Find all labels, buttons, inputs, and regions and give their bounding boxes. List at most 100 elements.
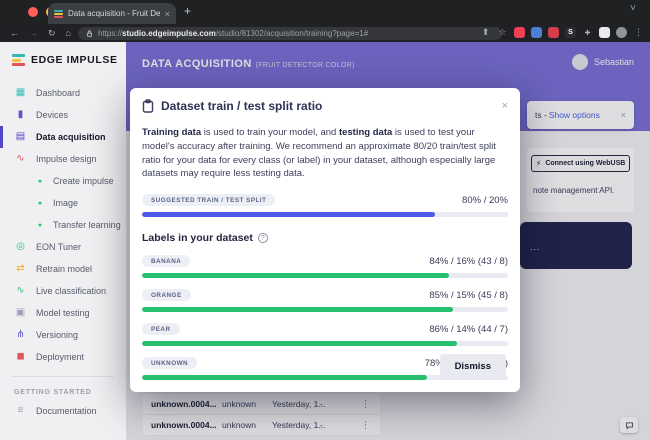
- label-split-bar: [142, 273, 508, 279]
- suggested-split-pill: SUGGESTED TRAIN / TEST SPLIT: [142, 194, 276, 207]
- label-pill: UNKNOWN: [142, 357, 198, 370]
- devices-icon: ▮: [17, 109, 24, 120]
- impulse-design-icon: ∿: [16, 153, 25, 164]
- sidebar-item-live-classification[interactable]: ∿ Live classification: [0, 280, 126, 302]
- green-dot-icon: ●: [37, 177, 43, 185]
- dismiss-button[interactable]: Dismiss: [439, 354, 506, 379]
- label-split-bar-fill: [142, 341, 457, 347]
- sidebar-item-impulse-design[interactable]: ∿ Impulse design: [0, 148, 126, 170]
- page-title: DATA ACQUISITION (FRUIT DETECTOR COLOR): [142, 58, 355, 70]
- help-question-icon[interactable]: ?: [257, 233, 268, 244]
- getting-started-section-label: GETTING STARTED: [14, 389, 92, 396]
- share-icon[interactable]: ⬆: [481, 27, 490, 37]
- modal-intro-text: Training data is used to train your mode…: [142, 127, 496, 180]
- sidebar-item-devices[interactable]: ▮ Devices: [0, 104, 126, 126]
- browser-menu-dots-icon[interactable]: ⋮: [634, 27, 643, 37]
- new-tab-button[interactable]: +: [184, 4, 192, 18]
- screenshot-extension-icon[interactable]: [531, 27, 542, 38]
- chevron-down-icon[interactable]: ˅: [630, 3, 636, 14]
- logo-text: EDGE IMPULSE: [31, 54, 118, 66]
- device-connect-card: ⚡ Connect using WebUSB note management A…: [527, 148, 634, 212]
- suggested-split-section: SUGGESTED TRAIN / TEST SPLIT 80% / 20%: [142, 194, 508, 218]
- home-icon[interactable]: ⌂: [65, 28, 71, 38]
- pocket-extension-icon[interactable]: [514, 27, 525, 38]
- api-text-fragment: note management API.: [533, 186, 615, 195]
- user-name: Sebastian: [593, 57, 634, 67]
- browser-profile-avatar[interactable]: [616, 27, 627, 38]
- sidebar-item-versioning[interactable]: ⋔ Versioning: [0, 324, 126, 346]
- label-split-value: 84% / 16% (43 / 8): [429, 255, 508, 267]
- suggested-split-bar: [142, 212, 508, 218]
- label-pill: ORANGE: [142, 289, 191, 302]
- tab-close-icon[interactable]: ×: [164, 8, 170, 19]
- notification-banner: ts - Show options ×: [527, 101, 634, 129]
- label-split-bar-fill: [142, 375, 428, 381]
- table-row[interactable]: unknown.0004... unknown Yesterday, 1... …: [143, 394, 380, 415]
- banner-text-fragment: ts -: [535, 110, 547, 120]
- sidebar-item-image[interactable]: ● Image: [37, 198, 79, 208]
- dashboard-icon: ▦: [15, 87, 26, 98]
- sidebar-item-dashboard[interactable]: ▦ Dashboard: [15, 87, 81, 99]
- address-bar[interactable]: https://studio.edgeimpulse.com/studio/81…: [78, 26, 502, 40]
- split-ratio-modal: Dataset train / test split ratio × Train…: [130, 88, 520, 392]
- label-split-bar-fill: [142, 307, 454, 313]
- extensions-puzzle-icon[interactable]: ✚: [584, 29, 591, 37]
- row-menu-dots-icon[interactable]: ⋮: [361, 419, 370, 430]
- sidebar-item-documentation[interactable]: ≡ Documentation: [0, 400, 126, 422]
- lock-icon: [86, 29, 93, 37]
- heart-extension-icon[interactable]: [548, 27, 559, 38]
- modal-close-icon[interactable]: ×: [501, 100, 508, 112]
- tab-title: Data acquisition - Fruit Detect: [68, 9, 160, 18]
- sidebar-item-retrain-model[interactable]: ⇄ Retrain model: [0, 258, 126, 280]
- terminal-card: ...: [520, 222, 632, 269]
- bookmark-star-icon[interactable]: ☆: [498, 27, 507, 37]
- modal-title: Dataset train / test split ratio: [161, 99, 323, 113]
- documentation-icon: ≡: [17, 405, 24, 416]
- sidepanel-icon[interactable]: [599, 27, 610, 38]
- labels-heading: Labels in your dataset ?: [142, 232, 508, 244]
- sidebar-item-model-testing[interactable]: ▣ Model testing: [15, 307, 90, 319]
- label-split-value: 85% / 15% (45 / 8): [429, 289, 508, 301]
- sidebar-item-create-impulse[interactable]: ● Create impulse: [37, 176, 114, 186]
- connect-webusb-button[interactable]: ⚡ Connect using WebUSB: [531, 155, 630, 172]
- label-split-banana: BANANA 84% / 16% (43 / 8): [142, 255, 508, 279]
- edge-impulse-logo[interactable]: EDGE IMPULSE: [0, 42, 126, 76]
- banner-close-icon[interactable]: ×: [620, 110, 626, 120]
- sidebar-item-eon-tuner[interactable]: ◎ EON Tuner: [0, 236, 126, 258]
- label-split-bar: [142, 341, 508, 347]
- sidebar-nav: ▦ Dashboard ▮ Devices ▤ Data acquisition…: [0, 82, 126, 422]
- label-split-orange: ORANGE 85% / 15% (45 / 8): [142, 289, 508, 313]
- browser-urlbar: ← → ↻ ⌂ https://studio.edgeimpulse.com/s…: [0, 24, 650, 42]
- table-row[interactable]: unknown.0004... unknown Yesterday, 1... …: [143, 415, 380, 436]
- browser-tabbar: Data acquisition - Fruit Detect × + ˅: [0, 0, 650, 24]
- back-icon[interactable]: ←: [10, 28, 19, 38]
- deployment-icon: ◼: [16, 351, 25, 362]
- modal-header: Dataset train / test split ratio ×: [142, 99, 508, 113]
- sidebar-item-transfer-learning[interactable]: ● Transfer learning: [37, 220, 121, 230]
- sidebar-item-deployment[interactable]: ◼ Deployment: [0, 346, 126, 368]
- edge-impulse-logo-icon: [12, 54, 25, 66]
- browser-tab[interactable]: Data acquisition - Fruit Detect ×: [48, 3, 176, 24]
- label-pill: BANANA: [142, 255, 191, 268]
- show-options-link[interactable]: Show options: [548, 110, 600, 120]
- forward-icon[interactable]: →: [29, 28, 38, 38]
- live-classification-icon: ∿: [16, 285, 25, 296]
- green-dot-icon: ●: [37, 199, 43, 207]
- label-split-pear: PEAR 86% / 14% (44 / 7): [142, 323, 508, 347]
- versioning-icon: ⋔: [16, 329, 25, 340]
- close-window-button[interactable]: [28, 7, 38, 17]
- user-chip[interactable]: Sebastian: [571, 54, 634, 70]
- chat-widget-button[interactable]: [620, 417, 638, 433]
- url-text: https://studio.edgeimpulse.com/studio/81…: [98, 28, 369, 38]
- sidebar-item-data-acquisition[interactable]: ▤ Data acquisition: [0, 126, 126, 148]
- data-acquisition-icon: ▤: [15, 131, 26, 142]
- chat-bubble-icon: [625, 421, 633, 430]
- label-pill: PEAR: [142, 323, 180, 336]
- browser-chrome: Data acquisition - Fruit Detect × + ˅ ← …: [0, 0, 650, 42]
- s-extension-icon[interactable]: S: [565, 27, 576, 38]
- usb-icon: ⚡: [535, 159, 542, 168]
- reload-icon[interactable]: ↻: [48, 27, 56, 38]
- row-menu-dots-icon[interactable]: ⋮: [361, 398, 370, 409]
- model-testing-icon: ▣: [15, 307, 26, 318]
